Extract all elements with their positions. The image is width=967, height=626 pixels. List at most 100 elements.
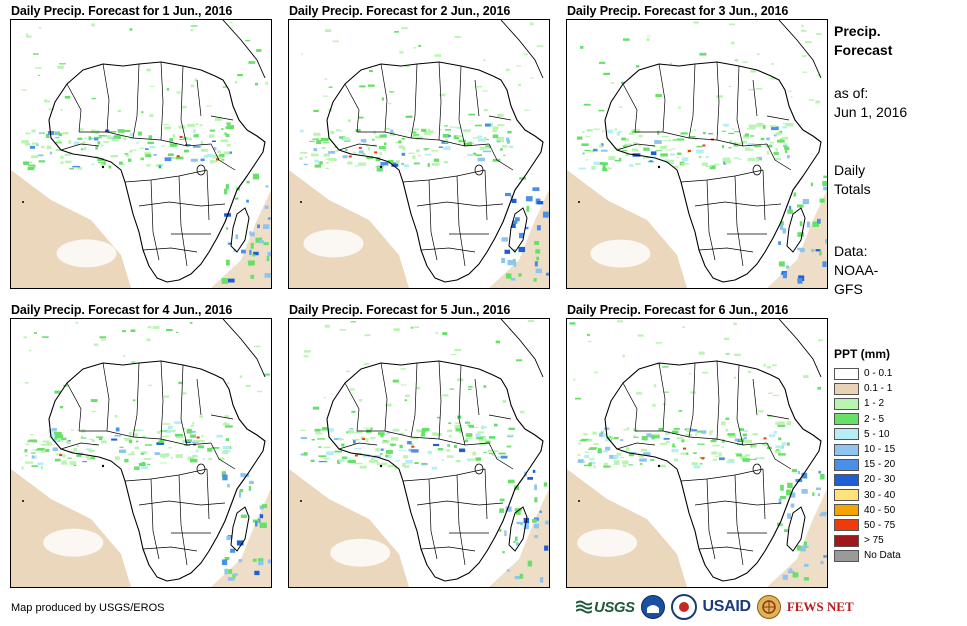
rain-cell <box>100 162 104 166</box>
rain-cell <box>446 455 454 458</box>
rain-cell <box>77 137 83 140</box>
rain-cell <box>822 261 827 267</box>
rain-cell <box>637 334 644 337</box>
rain-cell <box>176 91 181 94</box>
rain-cell <box>412 326 420 328</box>
rain-cell <box>526 205 530 212</box>
rain-cell <box>728 23 735 26</box>
rain-cell <box>786 155 790 159</box>
rain-cell <box>622 354 625 358</box>
rain-cell <box>681 157 689 162</box>
rain-cell <box>181 428 186 430</box>
rain-cell <box>725 353 730 355</box>
rain-cell <box>652 404 656 407</box>
rain-cell <box>123 130 131 133</box>
rain-cell <box>802 199 810 205</box>
country-border <box>150 478 160 560</box>
rain-cell <box>123 437 132 440</box>
rain-cell <box>436 416 441 419</box>
rain-cell <box>401 27 408 30</box>
rain-cell <box>588 448 596 450</box>
rain-cell <box>444 138 448 143</box>
madagascar-outline <box>786 207 806 253</box>
rain-cell <box>410 436 419 440</box>
rain-cell <box>633 142 637 146</box>
totals-line1: Daily <box>834 162 866 178</box>
ocean-dry-area <box>211 190 271 288</box>
rain-cell <box>156 431 161 434</box>
rain-cell <box>168 425 173 429</box>
rain-cell <box>310 459 315 462</box>
usaid-logo: USAID <box>702 598 752 615</box>
rain-cell <box>591 166 596 170</box>
rain-cell <box>603 465 611 468</box>
rain-cell <box>444 146 451 151</box>
rain-cell <box>143 458 152 460</box>
rain-cell <box>577 136 583 140</box>
island-marker <box>22 500 24 502</box>
rain-cell <box>37 74 41 76</box>
sidebar-title-line2: Forecast <box>834 42 893 58</box>
rain-cell <box>800 545 806 552</box>
rain-cell <box>806 221 811 228</box>
rain-cell <box>650 459 655 461</box>
legend-item: 15 - 20 <box>834 457 964 472</box>
rain-cell <box>365 438 369 443</box>
rain-cell <box>60 155 64 159</box>
rain-cell <box>98 135 105 137</box>
legend-swatch <box>834 489 859 502</box>
rain-cell <box>524 226 529 230</box>
rain-cell <box>241 249 246 254</box>
rain-cell <box>584 149 592 152</box>
rain-cell <box>463 129 471 133</box>
rain-cell <box>326 161 329 164</box>
rain-cell <box>819 250 822 256</box>
rain-cell <box>782 272 787 279</box>
rain-cell <box>436 432 440 436</box>
rain-cell <box>323 396 326 399</box>
rain-cell <box>625 152 629 157</box>
rain-cell <box>655 94 662 97</box>
rain-cell <box>405 394 410 397</box>
rain-cell <box>532 469 536 473</box>
rain-cell <box>114 435 122 437</box>
rain-cell <box>725 417 730 420</box>
rain-cell <box>245 39 251 42</box>
legend-swatch <box>834 443 859 456</box>
rain-cell <box>24 449 28 453</box>
rain-cell <box>132 429 140 431</box>
country-border <box>178 175 188 267</box>
rain-cell <box>222 446 231 449</box>
rain-cell <box>240 514 247 518</box>
rain-cell <box>696 430 702 433</box>
rain-cell <box>402 146 406 151</box>
rain-cell <box>442 133 450 138</box>
rain-cell <box>300 152 308 154</box>
rain-cell <box>498 452 506 455</box>
country-border <box>635 131 768 147</box>
rain-cell <box>200 141 204 145</box>
rain-cell <box>518 83 521 87</box>
rain-cell <box>49 151 52 155</box>
rain-cell <box>801 472 808 479</box>
legend-swatch <box>834 428 859 441</box>
rain-cell <box>786 265 790 269</box>
rain-cell <box>443 160 449 164</box>
rain-cell <box>601 130 605 133</box>
rain-cell <box>249 232 255 237</box>
rain-cell <box>328 430 332 433</box>
rain-cell <box>534 484 537 491</box>
rain-cell <box>186 428 192 432</box>
rain-cell <box>502 551 505 554</box>
heavy-rain-cell <box>411 445 415 448</box>
rain-cell <box>773 431 777 434</box>
rain-cell <box>609 437 616 440</box>
rain-cell <box>780 221 784 226</box>
rain-cell <box>224 568 228 575</box>
rain-cell <box>778 498 782 505</box>
rain-cell <box>464 439 469 443</box>
data-source-line2: NOAA- <box>834 262 879 278</box>
rain-cell <box>261 504 268 508</box>
rain-cell <box>311 438 315 441</box>
rain-cell <box>621 81 626 85</box>
